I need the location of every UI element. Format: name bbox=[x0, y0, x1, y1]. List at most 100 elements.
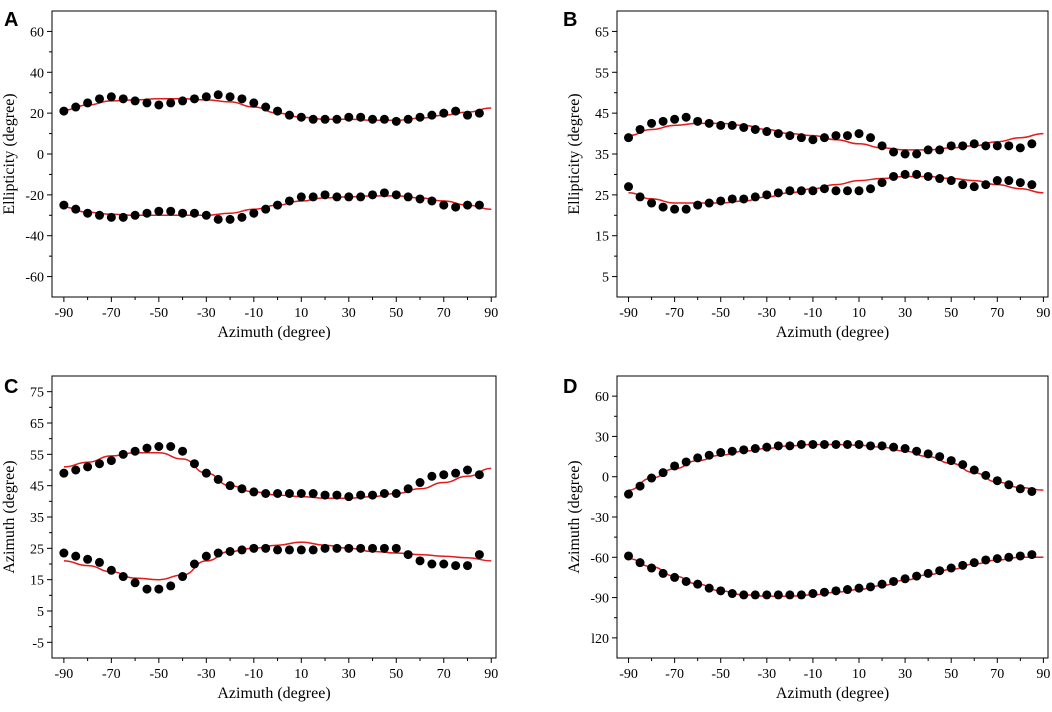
x-tick-label: -90 bbox=[55, 306, 74, 321]
x-tick-label: -10 bbox=[804, 306, 823, 321]
upper-data-point bbox=[368, 114, 378, 124]
y-tick-label: l20 bbox=[591, 632, 609, 647]
upper-data-point bbox=[154, 100, 164, 110]
upper-data-point bbox=[958, 460, 968, 470]
upper-data-point bbox=[739, 445, 749, 455]
x-tick-label: -70 bbox=[102, 667, 121, 682]
panel-c: C -90 -70 -50 -30 -10 10 30 50 70 90 -5 5 15 25 35 45 55 6… bbox=[1, 375, 498, 702]
upper-data-point bbox=[439, 108, 449, 118]
lower-data-point bbox=[658, 568, 668, 578]
lower-data-point bbox=[808, 186, 818, 196]
upper-data-point bbox=[635, 124, 645, 134]
lower-data-point bbox=[154, 584, 164, 594]
lower-data-point bbox=[750, 590, 760, 600]
upper-data-point bbox=[866, 133, 876, 143]
lower-data-point bbox=[118, 212, 128, 222]
x-axis-label: Azimuth (degree) bbox=[217, 685, 330, 702]
upper-data-point bbox=[249, 98, 259, 108]
upper-data-point bbox=[261, 489, 271, 498]
lower-data-point bbox=[946, 563, 956, 573]
lower-data-point bbox=[308, 192, 318, 202]
lower-data-point bbox=[213, 548, 223, 558]
lower-data-point bbox=[912, 169, 922, 179]
upper-data-point bbox=[785, 441, 795, 451]
lower-data-point bbox=[166, 581, 176, 591]
lower-data-point bbox=[344, 543, 354, 553]
x-tick-label: 30 bbox=[898, 667, 912, 682]
y-tick-label: -5 bbox=[32, 636, 44, 651]
lower-data-point bbox=[647, 563, 657, 573]
upper-data-point bbox=[992, 476, 1002, 486]
lower-data-point bbox=[704, 198, 714, 208]
upper-data-point bbox=[296, 489, 306, 498]
lower-data-point bbox=[225, 214, 235, 224]
lower-data-point bbox=[1027, 180, 1037, 190]
upper-data-point bbox=[332, 490, 342, 500]
y-tick-label: -60 bbox=[25, 271, 44, 286]
lower-data-point bbox=[142, 584, 152, 594]
upper-fit-line bbox=[628, 443, 1044, 491]
upper-data-point bbox=[59, 106, 69, 116]
upper-data-point bbox=[142, 98, 152, 108]
x-tick-label: -10 bbox=[244, 667, 263, 682]
lower-data-point bbox=[877, 579, 887, 589]
upper-data-point bbox=[1027, 139, 1037, 149]
lower-data-point bbox=[831, 586, 841, 596]
upper-data-point bbox=[94, 459, 104, 469]
lower-data-point bbox=[356, 192, 366, 202]
lower-data-point bbox=[59, 548, 69, 558]
y-tick-label: 45 bbox=[30, 480, 44, 495]
upper-data-point bbox=[427, 471, 437, 481]
upper-data-point bbox=[415, 478, 425, 488]
lower-data-point bbox=[213, 214, 223, 224]
lower-data-point bbox=[71, 204, 81, 214]
upper-data-point bbox=[831, 131, 841, 141]
upper-data-point bbox=[624, 133, 634, 143]
y-tick-label: 5 bbox=[602, 271, 609, 286]
upper-data-point bbox=[391, 116, 401, 126]
upper-data-point bbox=[992, 141, 1002, 151]
lower-data-point bbox=[118, 572, 128, 582]
lower-data-point bbox=[624, 551, 634, 561]
upper-data-point bbox=[178, 446, 188, 456]
y-tick-label: 20 bbox=[30, 107, 44, 122]
x-tick-label: -50 bbox=[711, 306, 730, 321]
upper-data-point bbox=[716, 448, 726, 458]
upper-data-point bbox=[635, 481, 645, 491]
upper-data-point bbox=[201, 92, 211, 102]
y-tick-label: 25 bbox=[30, 542, 44, 557]
upper-data-point bbox=[273, 106, 283, 116]
upper-data-point bbox=[59, 468, 69, 478]
lower-data-point bbox=[912, 571, 922, 581]
upper-data-point bbox=[320, 490, 330, 500]
x-tick-label: 30 bbox=[342, 667, 356, 682]
x-tick-label: 70 bbox=[990, 306, 1004, 321]
y-tick-label: 45 bbox=[595, 107, 609, 122]
upper-data-point bbox=[142, 443, 152, 453]
y-tick-label: 75 bbox=[30, 386, 44, 401]
upper-data-point bbox=[379, 114, 389, 124]
lower-data-point bbox=[106, 212, 116, 222]
y-tick-label: 65 bbox=[595, 25, 609, 40]
upper-data-point bbox=[647, 473, 657, 483]
lower-data-point bbox=[831, 186, 841, 196]
lower-data-point bbox=[681, 576, 691, 586]
lower-data-point bbox=[889, 576, 899, 586]
lower-data-point bbox=[923, 568, 933, 578]
x-tick-label: -90 bbox=[619, 306, 638, 321]
x-tick-label: -50 bbox=[150, 306, 169, 321]
y-tick-label: -20 bbox=[25, 189, 44, 204]
lower-data-point bbox=[681, 204, 691, 214]
upper-data-point bbox=[474, 108, 484, 118]
upper-data-point bbox=[225, 481, 235, 491]
upper-data-point bbox=[106, 456, 116, 466]
upper-data-point bbox=[130, 96, 140, 106]
lower-data-point bbox=[427, 559, 437, 569]
upper-data-point bbox=[166, 98, 176, 108]
lower-data-point bbox=[716, 586, 726, 596]
upper-data-point bbox=[912, 446, 922, 456]
lower-data-point bbox=[819, 184, 829, 194]
upper-data-point bbox=[693, 116, 703, 126]
lower-data-point bbox=[356, 543, 366, 553]
